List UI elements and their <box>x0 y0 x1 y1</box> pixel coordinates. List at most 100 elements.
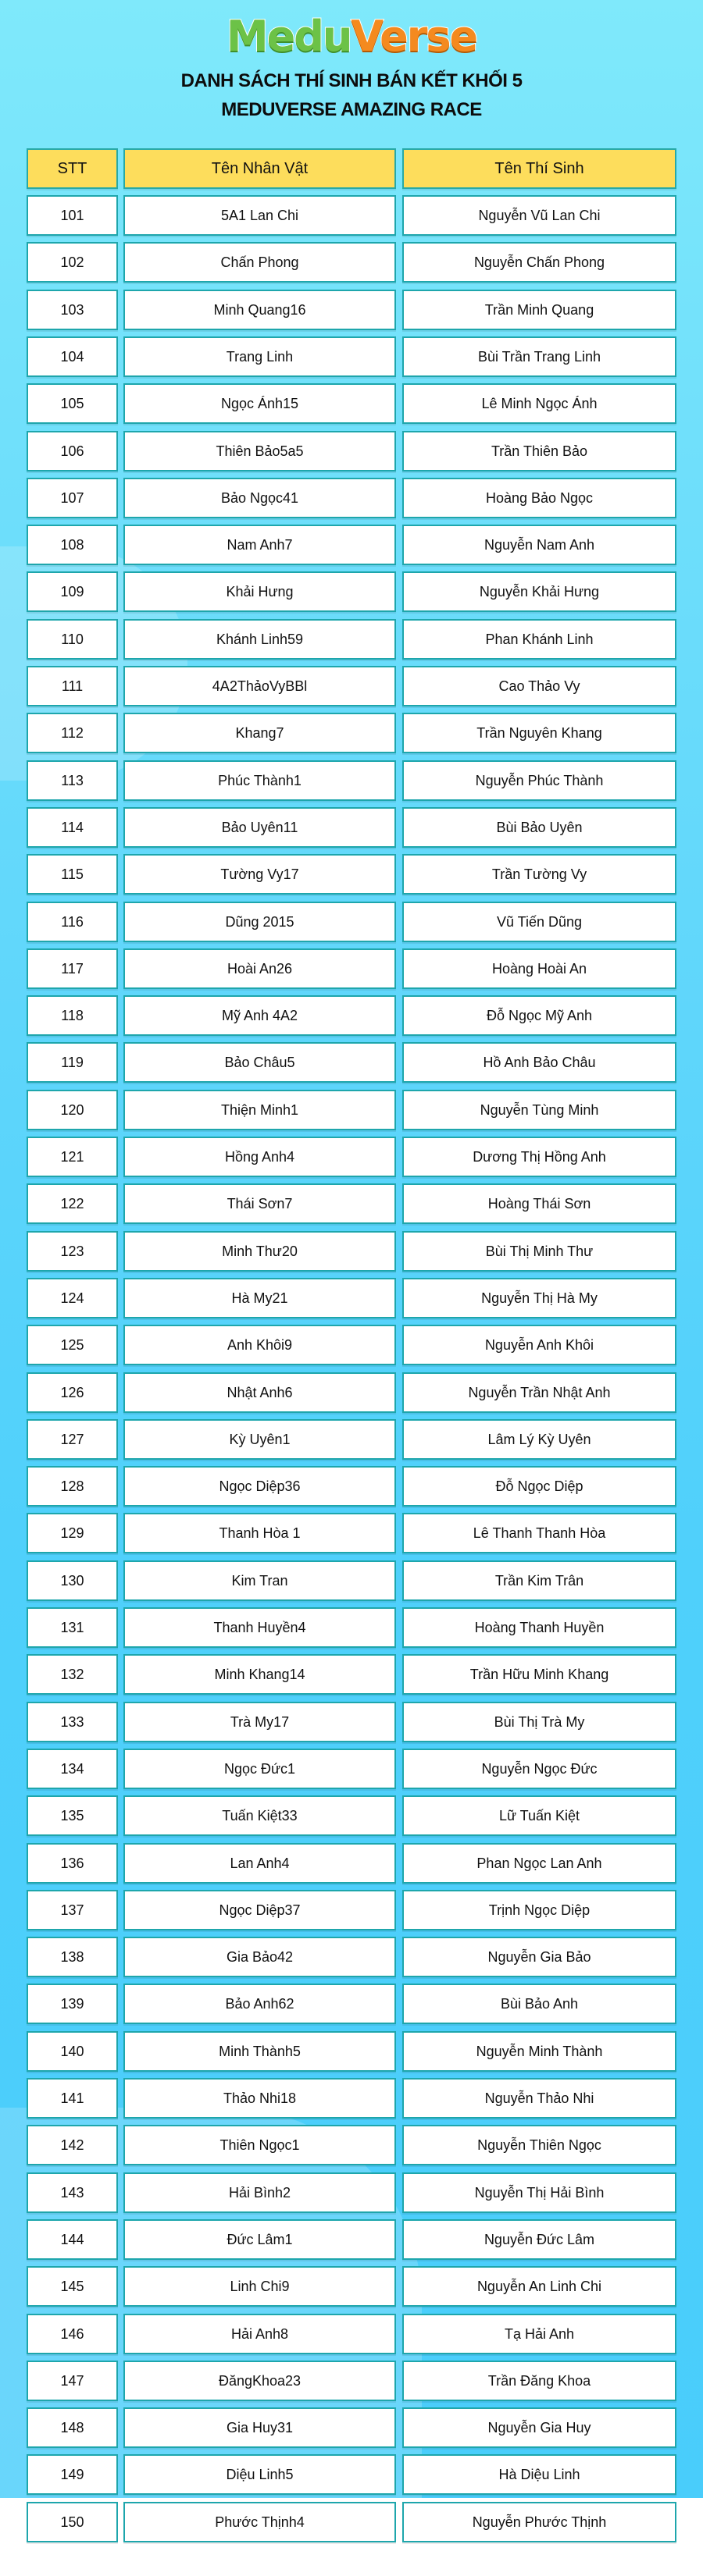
cell-character-name: Hải Bình2 <box>123 2172 396 2213</box>
cell-contestant-name: Nguyễn Đức Lâm <box>402 2219 676 2260</box>
cell-character-name: Khánh Linh59 <box>123 619 396 660</box>
cell-character-name: Ngọc Đức1 <box>123 1749 396 1789</box>
cell-character-name: Bảo Uyên11 <box>123 807 396 848</box>
cell-character-name: 4A2ThảoVyBBl <box>123 666 396 706</box>
cell-stt: 101 <box>27 195 118 236</box>
cell-stt: 146 <box>27 2314 118 2354</box>
cell-character-name: Bảo Ngọc41 <box>123 478 396 518</box>
cell-stt: 145 <box>27 2266 118 2307</box>
cell-contestant-name: Trần Đăng Khoa <box>402 2361 676 2401</box>
cell-contestant-name: Nguyễn Thiên Ngọc <box>402 2125 676 2165</box>
cell-contestant-name: Nguyễn Khải Hưng <box>402 571 676 612</box>
cell-character-name: Kim Tran <box>123 1560 396 1601</box>
logo-verse: Verse <box>350 11 479 62</box>
cell-character-name: Bảo Châu5 <box>123 1042 396 1083</box>
cell-character-name: Phước Thịnh4 <box>123 2502 396 2542</box>
cell-character-name: Ngọc Ánh15 <box>123 383 396 424</box>
cell-contestant-name: Nguyễn Phước Thịnh <box>402 2502 676 2542</box>
cell-stt: 139 <box>27 1984 118 2024</box>
cell-contestant-name: Bùi Trần Trang Linh <box>402 336 676 377</box>
cell-character-name: Anh Khôi9 <box>123 1325 396 1365</box>
cell-contestant-name: Đỗ Ngọc Mỹ Anh <box>402 995 676 1036</box>
cell-contestant-name: Trần Tường Vy <box>402 854 676 895</box>
cell-character-name: Thái Sơn7 <box>123 1183 396 1224</box>
cell-stt: 141 <box>27 2078 118 2119</box>
header-character-name: Tên Nhân Vật <box>123 148 396 189</box>
cell-stt: 122 <box>27 1183 118 1224</box>
cell-contestant-name: Lê Minh Ngọc Ánh <box>402 383 676 424</box>
cell-stt: 124 <box>27 1278 118 1318</box>
cell-contestant-name: Bùi Bảo Anh <box>402 1984 676 2024</box>
cell-character-name: Tuấn Kiệt33 <box>123 1795 396 1836</box>
cell-contestant-name: Dương Thị Hồng Anh <box>402 1137 676 1177</box>
cell-contestant-name: Phan Khánh Linh <box>402 619 676 660</box>
cell-contestant-name: Bùi Thị Trà My <box>402 1702 676 1742</box>
cell-contestant-name: Hoàng Bảo Ngọc <box>402 478 676 518</box>
cell-character-name: ĐăngKhoa23 <box>123 2361 396 2401</box>
cell-character-name: Phúc Thành1 <box>123 760 396 801</box>
cell-contestant-name: Nguyễn Minh Thành <box>402 2031 676 2072</box>
cell-character-name: Bảo Anh62 <box>123 1984 396 2024</box>
cell-character-name: Thiên Bảo5a5 <box>123 431 396 471</box>
cell-stt: 105 <box>27 383 118 424</box>
cell-stt: 106 <box>27 431 118 471</box>
cell-contestant-name: Trần Hữu Minh Khang <box>402 1654 676 1695</box>
cell-stt: 127 <box>27 1419 118 1460</box>
cell-contestant-name: Nguyễn Nam Anh <box>402 525 676 565</box>
cell-character-name: Lan Anh4 <box>123 1843 396 1884</box>
cell-stt: 120 <box>27 1090 118 1130</box>
cell-contestant-name: Phan Ngọc Lan Anh <box>402 1843 676 1884</box>
cell-character-name: Linh Chi9 <box>123 2266 396 2307</box>
cell-character-name: Diệu Linh5 <box>123 2454 396 2495</box>
cell-contestant-name: Trịnh Ngọc Diệp <box>402 1890 676 1930</box>
meduverse-logo: MeduVerse <box>0 11 703 62</box>
cell-contestant-name: Tạ Hải Anh <box>402 2314 676 2354</box>
cell-stt: 112 <box>27 713 118 753</box>
cell-contestant-name: Nguyễn Thị Hà My <box>402 1278 676 1318</box>
cell-contestant-name: Cao Thảo Vy <box>402 666 676 706</box>
cell-stt: 102 <box>27 242 118 283</box>
cell-contestant-name: Lâm Lý Kỳ Uyên <box>402 1419 676 1460</box>
cell-character-name: Đức Lâm1 <box>123 2219 396 2260</box>
cell-character-name: Minh Thư20 <box>123 1231 396 1272</box>
cell-contestant-name: Trần Kim Trân <box>402 1560 676 1601</box>
cell-stt: 118 <box>27 995 118 1036</box>
cell-character-name: Thảo Nhi18 <box>123 2078 396 2119</box>
cell-character-name: 5A1 Lan Chi <box>123 195 396 236</box>
page-title: DANH SÁCH THÍ SINH BÁN KẾT KHỐI 5 <box>180 70 523 91</box>
header-stt: STT <box>27 148 118 189</box>
cell-character-name: Thiên Ngọc1 <box>123 2125 396 2165</box>
cell-stt: 148 <box>27 2407 118 2448</box>
cell-stt: 128 <box>27 1466 118 1507</box>
cell-stt: 115 <box>27 854 118 895</box>
cell-stt: 107 <box>27 478 118 518</box>
cell-character-name: Thiện Minh1 <box>123 1090 396 1130</box>
cell-character-name: Nam Anh7 <box>123 525 396 565</box>
cell-stt: 119 <box>27 1042 118 1083</box>
cell-contestant-name: Nguyễn Vũ Lan Chi <box>402 195 676 236</box>
cell-character-name: Hồng Anh4 <box>123 1137 396 1177</box>
cell-stt: 116 <box>27 902 118 942</box>
cell-stt: 130 <box>27 1560 118 1601</box>
cell-character-name: Khang7 <box>123 713 396 753</box>
cell-character-name: Thanh Hòa 1 <box>123 1513 396 1553</box>
cell-contestant-name: Hoàng Thanh Huyền <box>402 1607 676 1648</box>
cell-contestant-name: Nguyễn Chấn Phong <box>402 242 676 283</box>
cell-contestant-name: Nguyễn Thị Hải Bình <box>402 2172 676 2213</box>
cell-stt: 109 <box>27 571 118 612</box>
cell-contestant-name: Hà Diệu Linh <box>402 2454 676 2495</box>
cell-character-name: Tường Vy17 <box>123 854 396 895</box>
cell-stt: 129 <box>27 1513 118 1553</box>
cell-stt: 134 <box>27 1749 118 1789</box>
cell-character-name: Mỹ Anh 4A2 <box>123 995 396 1036</box>
cell-stt: 143 <box>27 2172 118 2213</box>
cell-contestant-name: Nguyễn Ngọc Đức <box>402 1749 676 1789</box>
logo-medu: Medu <box>226 11 353 62</box>
cell-stt: 110 <box>27 619 118 660</box>
cell-stt: 150 <box>27 2502 118 2542</box>
cell-stt: 137 <box>27 1890 118 1930</box>
cell-character-name: Gia Huy31 <box>123 2407 396 2448</box>
cell-character-name: Trang Linh <box>123 336 396 377</box>
cell-character-name: Ngọc Diệp36 <box>123 1466 396 1507</box>
cell-contestant-name: Hoàng Hoài An <box>402 948 676 989</box>
